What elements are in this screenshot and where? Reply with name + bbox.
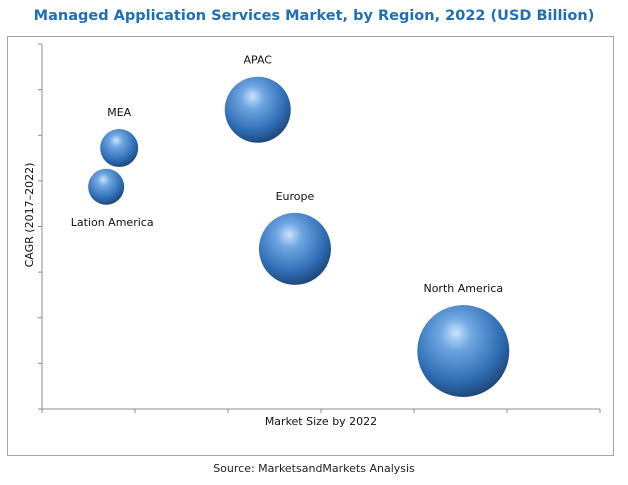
bubble-label: Europe — [276, 190, 315, 203]
source-note: Source: MarketsandMarkets Analysis — [213, 462, 415, 475]
bubble-label: APAC — [244, 54, 273, 67]
bubble-label: MEA — [107, 106, 131, 119]
bubble-europe — [258, 212, 331, 285]
bubble-north-america — [417, 305, 510, 398]
chart-frame — [7, 36, 614, 456]
bubble-lation-america — [88, 168, 125, 205]
bubble-apac — [224, 76, 291, 143]
x-axis-label: Market Size by 2022 — [265, 415, 377, 428]
bubble-mea — [100, 129, 139, 168]
chart-title: Managed Application Services Market, by … — [33, 8, 595, 24]
bubble-label: Lation America — [71, 216, 154, 229]
y-axis-label: CAGR (2017–2022) — [23, 163, 36, 268]
bubble-label: North America — [423, 282, 503, 295]
